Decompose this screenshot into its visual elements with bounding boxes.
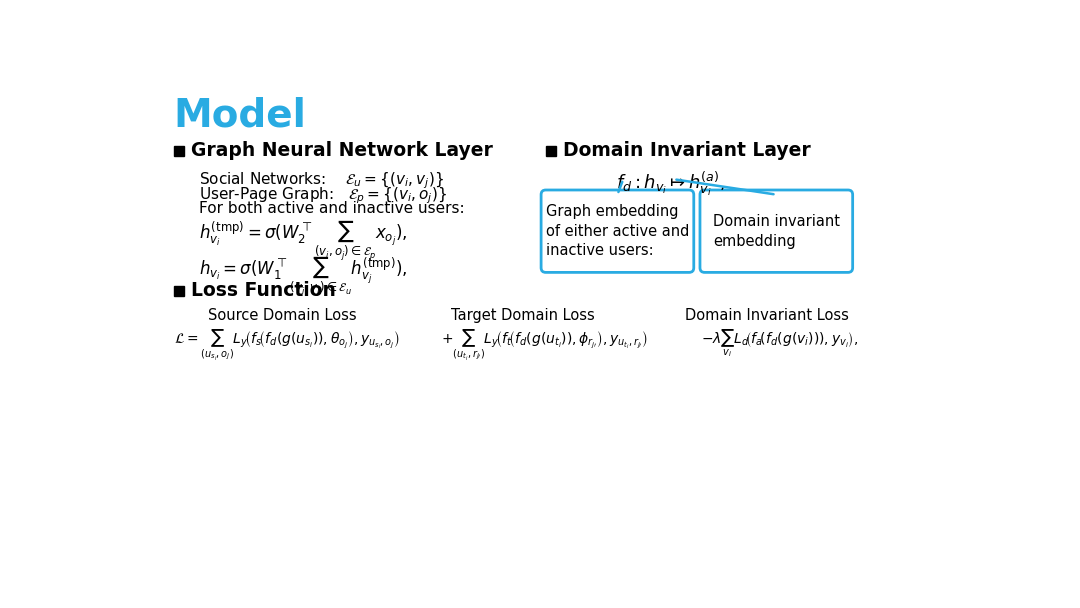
- Text: $h_{v_i} = \sigma(W_1^\top \sum_{(v_i,v_j)\in\mathcal{E}_u} h_{v_j}^{(\mathrm{tm: $h_{v_i} = \sigma(W_1^\top \sum_{(v_i,v_…: [199, 255, 407, 299]
- Text: $- \lambda \sum_{v_i} L_d\!\left(f_a\!\left(f_d(g(v_i))\right), y_{v_i}\right),$: $- \lambda \sum_{v_i} L_d\!\left(f_a\!\l…: [701, 327, 858, 359]
- Text: Loss Function: Loss Function: [191, 282, 336, 300]
- Text: For both active and inactive users:: For both active and inactive users:: [199, 201, 464, 216]
- Bar: [174, 146, 184, 156]
- Text: Graph Neural Network Layer: Graph Neural Network Layer: [191, 141, 492, 161]
- Bar: [174, 286, 184, 296]
- Text: $h_{v_i}^{(\mathrm{tmp})} = \sigma(W_2^\top \sum_{(v_i,o_j)\in\mathcal{E}_p} x_{: $h_{v_i}^{(\mathrm{tmp})} = \sigma(W_2^\…: [199, 219, 407, 263]
- FancyBboxPatch shape: [700, 190, 852, 272]
- Text: Model: Model: [174, 96, 307, 134]
- Text: Domain invariant
embedding: Domain invariant embedding: [713, 214, 840, 249]
- Text: Domain Invariant Loss: Domain Invariant Loss: [685, 308, 849, 323]
- Text: Graph embedding
of either active and
inactive users:: Graph embedding of either active and ina…: [545, 204, 689, 258]
- Text: Target Domain Loss: Target Domain Loss: [450, 308, 594, 323]
- Text: $f_d : h_{v_i} \mapsto h_{v_i}^{(a)},$: $f_d : h_{v_i} \mapsto h_{v_i}^{(a)},$: [616, 170, 725, 198]
- Text: Social Networks:    $\mathcal{E}_u = \{(v_i, v_j)\}$: Social Networks: $\mathcal{E}_u = \{(v_i…: [199, 170, 444, 190]
- Text: User-Page Graph:   $\mathcal{E}_p = \{(v_i, o_j)\}$: User-Page Graph: $\mathcal{E}_p = \{(v_i…: [199, 185, 447, 206]
- FancyBboxPatch shape: [541, 190, 693, 272]
- Text: $\mathcal{L} = \sum_{(u_{s_i},o_j)} L_y\!\left(f_s\!\left(f_d(g(u_{s_i})),\theta: $\mathcal{L} = \sum_{(u_{s_i},o_j)} L_y\…: [174, 327, 400, 362]
- Text: Domain Invariant Layer: Domain Invariant Layer: [563, 141, 811, 161]
- Bar: [545, 146, 556, 156]
- Text: Source Domain Loss: Source Domain Loss: [208, 308, 356, 323]
- Text: $+ \sum_{(u_{t_i},r_{j\prime})} L_y\!\left(f_t\!\left(f_d(g(u_{t_i})),\phi_{r_{j: $+ \sum_{(u_{t_i},r_{j\prime})} L_y\!\le…: [441, 327, 648, 362]
